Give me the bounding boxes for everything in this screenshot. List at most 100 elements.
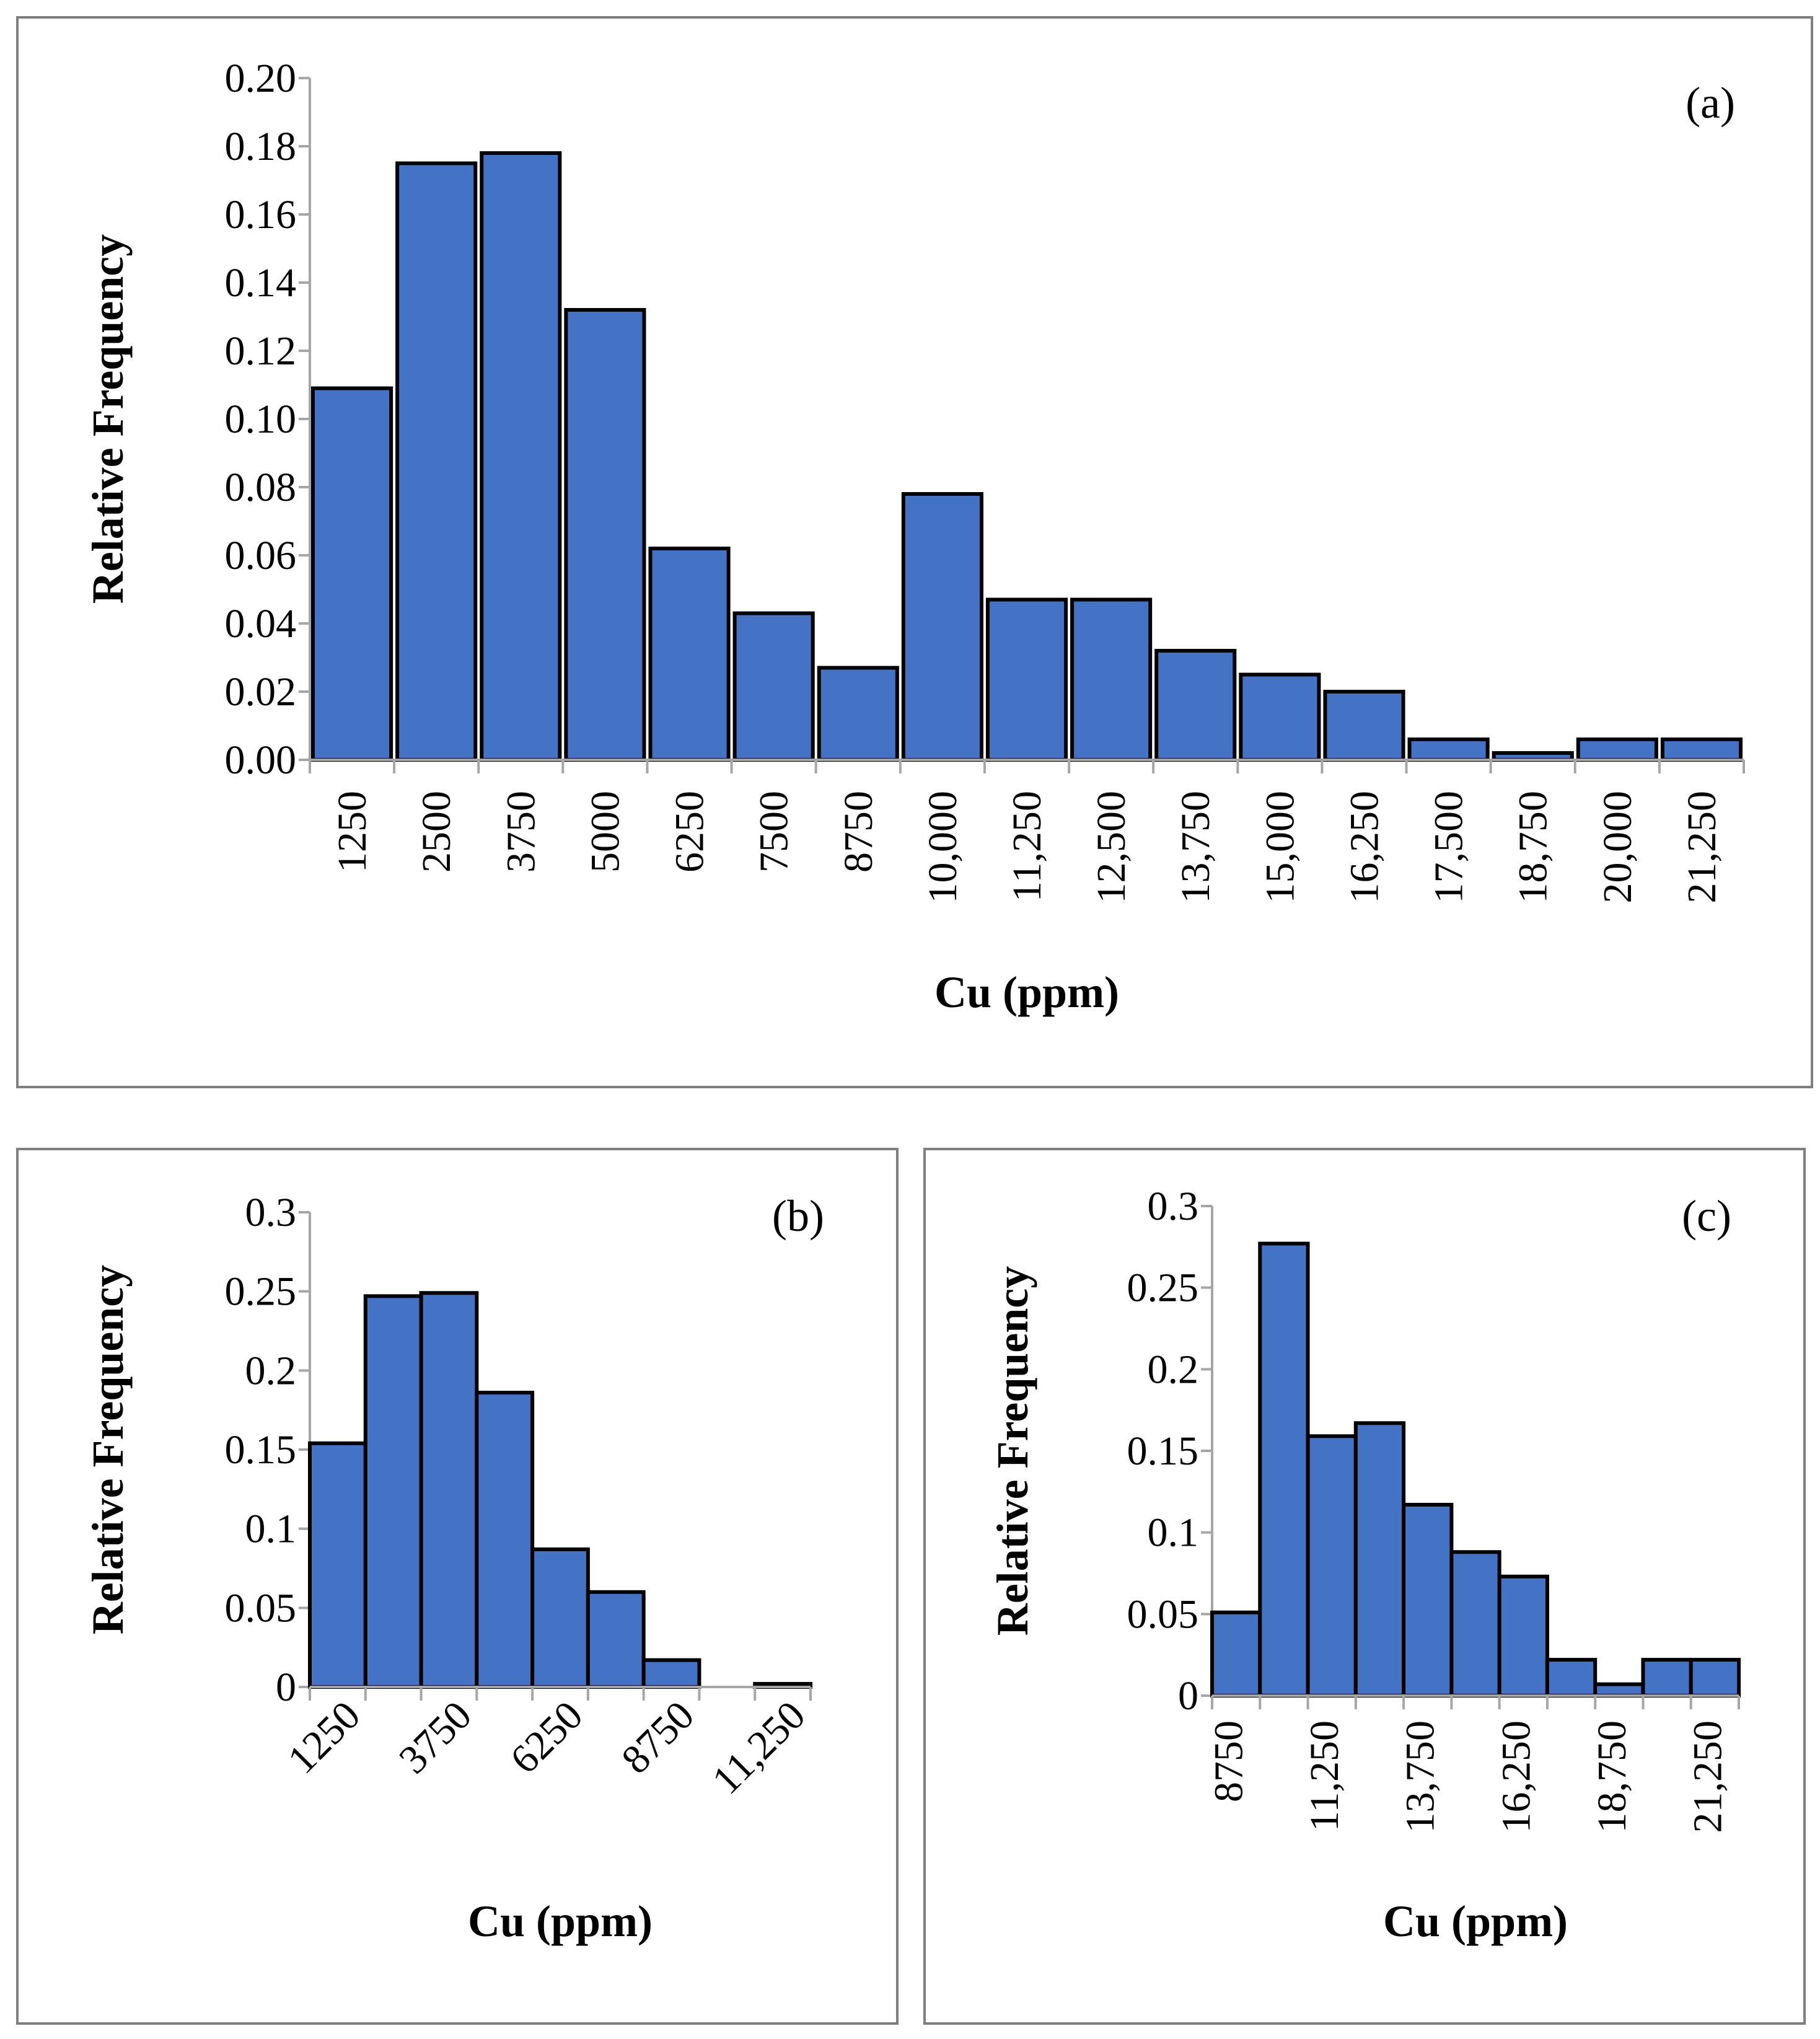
x-tick-label: 20,000 [1595,791,1640,904]
histogram-bar [1576,738,1658,762]
x-axis-title: Cu (ppm) [934,967,1119,1017]
y-tick-label: 0.14 [225,260,297,306]
panel-label: (a) [1686,78,1735,128]
x-axis-title: Cu (ppm) [1383,1896,1568,1946]
panel-label: (c) [1682,1191,1731,1241]
y-tick-label: 0.15 [1127,1429,1199,1474]
y-axis-title: Relative Frequency [83,234,133,604]
y-tick-label: 0.2 [1148,1347,1199,1392]
y-tick-label: 0.25 [1127,1266,1199,1311]
histogram-bar [564,308,646,762]
x-tick-label: 1250 [330,791,375,873]
y-tick-label: 0 [276,1665,296,1710]
histogram-bar [817,666,899,762]
y-tick-label: 0.05 [1127,1592,1199,1637]
x-tick-label: 10,000 [920,791,965,904]
y-tick-label: 0.16 [225,192,297,237]
y-tick-label: 0.08 [225,465,297,510]
histogram-bar [475,1391,535,1689]
histogram-bar [985,597,1068,762]
x-tick-label: 16,250 [1342,791,1387,904]
y-tick-label: 0.25 [225,1269,297,1315]
x-tick-label: 6250 [667,791,713,873]
chart-panel-c: 0 0.05 0.1 0.15 0.2 0.25 0.3 8750 11,250 13,750 16… [923,1148,1806,2025]
histogram-bar [530,1547,590,1689]
histogram-bar [1210,1610,1262,1698]
histogram-bar [1497,1574,1549,1698]
y-tick-label: 0.06 [225,533,297,578]
x-tick-label: 2500 [414,791,459,873]
histogram-bar [1593,1682,1645,1698]
histogram-bar [586,1590,646,1689]
histogram-bar [1239,672,1321,762]
x-tick-label: 8750 [836,791,881,873]
panel-label: (b) [772,1191,824,1241]
histogram-bar [732,611,815,762]
histogram-bar [1449,1550,1501,1698]
y-tick-label: 0.10 [225,397,297,442]
x-tick-label: 11,250 [703,1693,814,1803]
x-tick-label: 17,500 [1427,791,1472,904]
x-tick-label: 12,500 [1089,791,1134,904]
chart-panel-b: 0 0.05 0.1 0.15 0.2 0.25 0.3 1250 3750 6250 8750 11… [16,1148,899,2025]
x-tick-label: 8750 [613,1693,703,1782]
histogram-bar [1353,1421,1406,1698]
histogram-bar [1402,1502,1454,1698]
x-tick-label: 7500 [752,791,797,873]
y-tick-label: 0.02 [225,669,297,715]
x-tick-label: 13,750 [1173,791,1218,904]
x-tick-label: 6250 [502,1693,592,1782]
histogram-bar [1070,597,1153,762]
histogram-bar [648,547,731,762]
histogram-bar [1306,1434,1358,1698]
x-tick-label: 21,250 [1679,791,1725,904]
histogram-a: 0.00 0.02 0.04 0.06 0.08 0.10 0.12 0.14 0.16 0.18… [83,56,1745,1017]
x-tick-label: 3750 [498,791,543,873]
histogram-bar [1641,1658,1693,1698]
y-tick-label: 0.18 [225,124,297,169]
x-tick-label: 15,000 [1257,791,1303,904]
y-tick-label: 0.3 [1148,1184,1199,1229]
x-tick-label: 18,750 [1589,1720,1635,1833]
x-tick-label: 16,250 [1493,1720,1539,1833]
histogram-bar [308,1441,367,1689]
histogram-bar [1407,738,1490,762]
y-tick-label: 0.12 [225,328,297,374]
histogram-bar [395,161,478,762]
x-tick-label: 13,750 [1398,1720,1443,1833]
histogram-bar [311,386,393,762]
y-tick-label: 0.1 [245,1507,297,1552]
histogram-bar [1689,1658,1741,1698]
y-tick-label: 0.05 [225,1585,297,1631]
y-tick-label: 0.20 [225,56,297,101]
y-tick-label: 0.3 [245,1190,297,1235]
histogram-bar [363,1294,423,1689]
y-axis-title: Relative Frequency [988,1266,1037,1636]
x-tick-label: 11,250 [1302,1720,1347,1831]
x-tick-label: 5000 [582,791,628,873]
histogram-bar [901,492,983,762]
x-tick-label: 3750 [390,1693,480,1782]
y-tick-label: 0.2 [245,1348,297,1393]
histogram-bar [480,151,562,762]
histogram-bar [1323,690,1405,762]
x-tick-label: 18,750 [1511,791,1556,904]
chart-panel-a: 0.00 0.02 0.04 0.06 0.08 0.10 0.12 0.14 0.16 0.18… [16,16,1813,1088]
y-tick-label: 0 [1178,1673,1198,1719]
histogram-c: 0 0.05 0.1 0.15 0.2 0.25 0.3 8750 11,250 13,750 16… [988,1184,1741,1946]
histogram-bar [1258,1241,1310,1698]
histogram-bar [419,1291,479,1689]
y-tick-label: 0.00 [225,738,297,783]
x-tick-label: 8750 [1207,1720,1252,1802]
x-tick-label: 11,250 [1005,791,1050,902]
y-axis-title: Relative Frequency [83,1265,133,1635]
histogram-bar [641,1658,701,1689]
y-tick-label: 0.04 [225,601,297,646]
y-tick-label: 0.15 [225,1427,297,1473]
x-tick-label: 21,250 [1685,1720,1730,1833]
histogram-bar [1660,738,1743,762]
y-tick-label: 0.1 [1148,1510,1199,1556]
x-axis-title: Cu (ppm) [468,1896,653,1946]
histogram-bar [1154,649,1237,762]
